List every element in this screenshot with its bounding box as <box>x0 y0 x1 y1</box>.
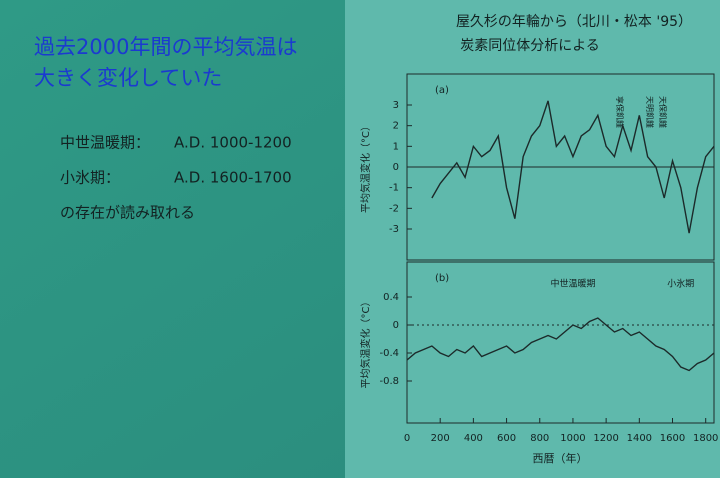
annotation: 小氷期 <box>667 278 694 290</box>
source: 炭素同位体分析による <box>460 38 600 54</box>
panel-label: (b) <box>435 273 449 284</box>
y-tick-label: 3 <box>393 100 399 111</box>
annotation: 天明飢饉 <box>645 96 655 128</box>
y-tick-label: 0 <box>393 162 399 173</box>
x-tick-label: 1200 <box>593 433 618 444</box>
x-tick-label: 400 <box>464 433 483 444</box>
slide-title: 過去2000年間の平均気温は <box>34 35 297 59</box>
annotation: 享保飢饉 <box>615 96 625 128</box>
y-tick-label: -3 <box>389 224 399 235</box>
y-tick-label: -0.8 <box>379 376 399 387</box>
y-tick-label: -1 <box>389 183 399 194</box>
y-tick-label: 1 <box>393 141 399 152</box>
x-tick-label: 1000 <box>560 433 585 444</box>
period-name: 小氷期： <box>60 169 120 187</box>
period-range: A.D. 1000-1200 <box>174 134 292 152</box>
y-axis-label: 平均気温変化（°C） <box>359 121 372 213</box>
x-tick-label: 1400 <box>627 433 652 444</box>
x-tick-label: 800 <box>530 433 549 444</box>
y-tick-label: -0.4 <box>379 348 399 359</box>
y-tick-label: 2 <box>393 121 399 132</box>
annotation: 天保飢饉 <box>658 96 668 128</box>
x-tick-label: 1600 <box>660 433 685 444</box>
chart-panel <box>345 0 720 478</box>
x-tick-label: 0 <box>404 433 410 444</box>
conclusion: の存在が読み取れる <box>60 204 195 222</box>
y-tick-label: 0 <box>393 320 399 331</box>
x-tick-label: 1800 <box>693 433 718 444</box>
y-tick-label: 0.4 <box>383 292 399 303</box>
source: 屋久杉の年輪から（北川・松本 '95） <box>456 13 692 30</box>
panel-label: (a) <box>435 85 449 96</box>
y-axis-label: 平均気温変化（°C） <box>359 297 372 389</box>
series-line <box>406 317 715 372</box>
plot-frame <box>406 261 715 424</box>
period-range: A.D. 1600-1700 <box>174 169 292 187</box>
annotation: 中世温暖期 <box>550 278 595 290</box>
period-name: 中世温暖期： <box>60 134 150 152</box>
x-tick-label: 600 <box>497 433 516 444</box>
x-tick-label: 200 <box>431 433 450 444</box>
x-axis-label: 西暦（年） <box>533 451 588 465</box>
slide-title: 大きく変化していた <box>34 66 222 90</box>
y-tick-label: -2 <box>389 203 399 214</box>
series-line <box>431 100 715 234</box>
